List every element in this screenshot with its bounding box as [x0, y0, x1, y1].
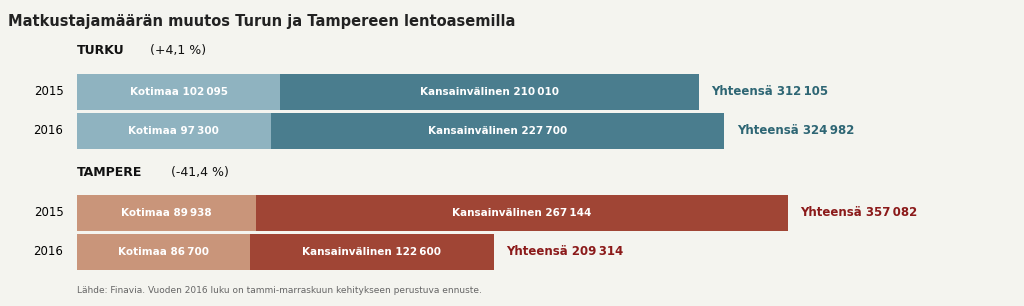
FancyBboxPatch shape — [281, 74, 698, 110]
FancyBboxPatch shape — [270, 113, 724, 149]
FancyBboxPatch shape — [77, 74, 281, 110]
Text: Kansainvälinen 122 600: Kansainvälinen 122 600 — [302, 247, 441, 257]
Text: Kotimaa 97 300: Kotimaa 97 300 — [128, 126, 219, 136]
Text: TURKU: TURKU — [77, 44, 125, 57]
Text: Yhteensä 357 082: Yhteensä 357 082 — [801, 206, 918, 219]
FancyBboxPatch shape — [77, 195, 256, 231]
FancyBboxPatch shape — [250, 234, 494, 270]
Text: Kotimaa 89 938: Kotimaa 89 938 — [121, 208, 212, 218]
Text: (+4,1 %): (+4,1 %) — [146, 44, 207, 57]
FancyBboxPatch shape — [77, 113, 270, 149]
FancyBboxPatch shape — [256, 195, 788, 231]
Text: Kotimaa 102 095: Kotimaa 102 095 — [129, 87, 227, 97]
Text: Lähde: Finavia. Vuoden 2016 luku on tammi-marraskuun kehitykseen perustuva ennus: Lähde: Finavia. Vuoden 2016 luku on tamm… — [77, 286, 481, 295]
Text: Kansainvälinen 267 144: Kansainvälinen 267 144 — [453, 208, 592, 218]
Text: Yhteensä 324 982: Yhteensä 324 982 — [736, 125, 854, 137]
Text: Yhteensä 209 314: Yhteensä 209 314 — [506, 245, 624, 258]
Text: Kansainvälinen 227 700: Kansainvälinen 227 700 — [428, 126, 567, 136]
FancyBboxPatch shape — [77, 234, 250, 270]
Text: 2016: 2016 — [34, 245, 63, 258]
Text: Kansainvälinen 210 010: Kansainvälinen 210 010 — [420, 87, 559, 97]
Text: Kotimaa 86 700: Kotimaa 86 700 — [118, 247, 209, 257]
Text: Matkustajamäärän muutos Turun ja Tampereen lentoasemilla: Matkustajamäärän muutos Turun ja Tampere… — [8, 14, 515, 29]
Text: (-41,4 %): (-41,4 %) — [167, 166, 228, 179]
Text: 2015: 2015 — [34, 206, 63, 219]
Text: Yhteensä 312 105: Yhteensä 312 105 — [711, 85, 828, 98]
Text: 2016: 2016 — [34, 125, 63, 137]
Text: TAMPERE: TAMPERE — [77, 166, 142, 179]
Text: 2015: 2015 — [34, 85, 63, 98]
